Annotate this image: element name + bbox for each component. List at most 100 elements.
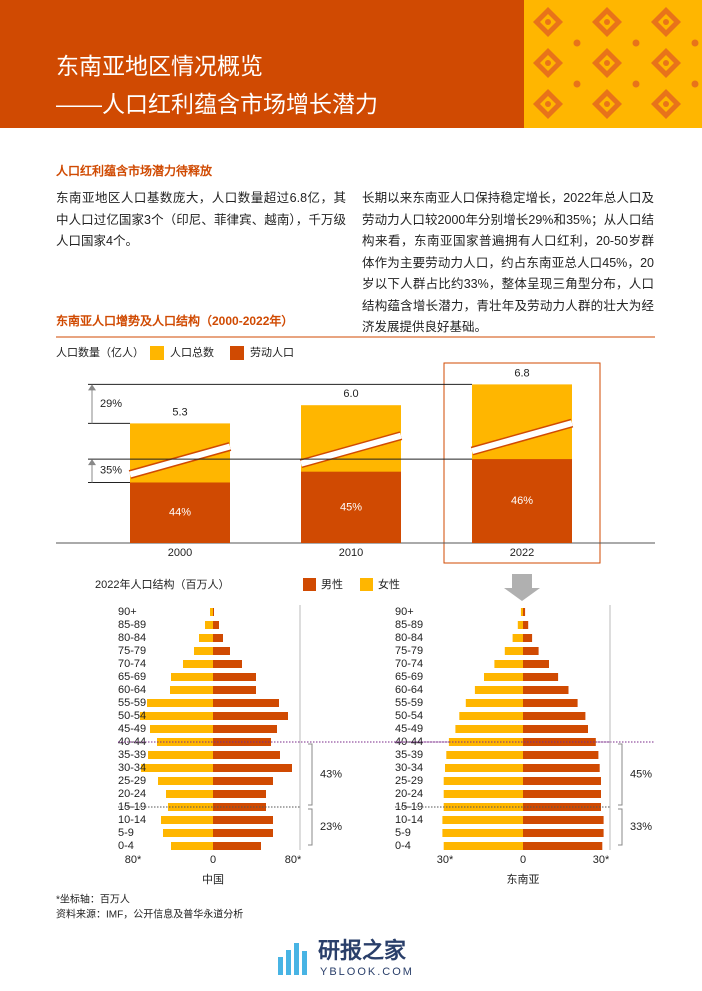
age-label: 80-84 — [395, 632, 423, 644]
age-label: 60-64 — [118, 684, 146, 696]
age-label: 5-9 — [395, 827, 411, 839]
watermark-url: YBLOOK.COM — [320, 966, 414, 978]
bar-male — [523, 686, 569, 694]
age-label: 0-4 — [118, 840, 134, 852]
header-band — [0, 0, 524, 128]
subtitle: ——人口红利蕴含市场增长潜力 — [56, 91, 378, 117]
bar-male — [213, 686, 256, 694]
age-label: 15-19 — [118, 801, 146, 813]
x-tick-label: 30* — [437, 854, 454, 866]
age-label: 65-69 — [395, 671, 423, 683]
bar-male — [523, 816, 604, 824]
bar-female — [150, 725, 213, 733]
pyramid-title: 2022年人口结构（百万人） — [95, 577, 229, 591]
age-label: 55-59 — [118, 697, 146, 709]
age-label: 50-54 — [395, 710, 423, 722]
age-label: 20-24 — [118, 788, 146, 800]
bar-male — [523, 790, 601, 798]
ornament — [573, 80, 581, 88]
bar-male — [213, 608, 214, 616]
bar-male — [523, 842, 603, 850]
bar-male — [523, 751, 599, 759]
bar-male — [213, 842, 261, 850]
bar-female — [520, 608, 523, 616]
bar-male — [523, 764, 600, 772]
value-label: 6.0 — [343, 388, 358, 400]
bar-female — [141, 764, 213, 772]
bar-female — [443, 842, 523, 850]
bracket-label: 33% — [630, 821, 652, 833]
bar-female — [494, 660, 523, 668]
bar-male — [523, 725, 588, 733]
bar-male — [213, 725, 277, 733]
x-tick-label: 0 — [520, 854, 526, 866]
bar-female — [170, 686, 213, 694]
bracket — [618, 743, 623, 806]
note: *坐标轴：百万人 — [56, 893, 130, 906]
x-tick-label: 0 — [210, 854, 216, 866]
age-label: 25-29 — [395, 775, 423, 787]
x-tick-label: 80* — [285, 854, 302, 866]
age-label: 65-69 — [118, 671, 146, 683]
ornament — [632, 80, 640, 88]
bar-female — [446, 751, 523, 759]
bar-male — [213, 790, 266, 798]
bar-female — [512, 634, 523, 642]
axis-break — [471, 420, 573, 454]
bar-female — [210, 608, 213, 616]
bar-male — [523, 777, 601, 785]
bar-male — [213, 699, 279, 707]
watermark-name: 研报之家 — [318, 938, 407, 963]
chart-heading: 东南亚人口增势及人口结构（2000-2022年） — [56, 313, 293, 328]
bar-female — [443, 790, 523, 798]
bracket — [308, 808, 313, 846]
bar-female — [465, 699, 523, 707]
paragraph: 东南亚地区人口基数庞大，人口数量超过6.8亿，其中人口过亿国家3个（印尼、菲律宾… — [56, 191, 346, 248]
highlight-box — [443, 362, 601, 564]
age-label: 10-14 — [395, 814, 423, 826]
bar-male — [213, 751, 280, 759]
bar-female — [171, 842, 213, 850]
age-label: 15-19 — [395, 801, 423, 813]
title: 东南亚地区情况概览 — [56, 53, 263, 79]
bar-male — [523, 673, 559, 681]
ornament — [604, 19, 610, 25]
bar-male — [523, 699, 578, 707]
x-tick-label: 2010 — [339, 547, 363, 559]
bar-female — [148, 751, 213, 759]
age-label: 90+ — [395, 606, 414, 618]
ornament — [632, 39, 640, 47]
bar-female — [455, 725, 523, 733]
bar-male — [213, 777, 273, 785]
bar-female — [140, 712, 213, 720]
ornament — [663, 101, 669, 107]
ornament — [604, 60, 610, 66]
bar-female — [166, 790, 213, 798]
y-label: 人口数量（亿人） — [56, 346, 144, 359]
age-label: 35-39 — [395, 749, 423, 761]
bar-male — [213, 621, 219, 629]
bar-male — [523, 634, 533, 642]
age-label: 90+ — [118, 606, 137, 618]
note: 资料来源：IMF，公开信息及普华永道分析 — [56, 908, 243, 921]
age-label: 70-74 — [395, 658, 423, 670]
legend-swatch — [230, 346, 244, 360]
bar-female — [199, 634, 213, 642]
age-label: 40-44 — [395, 736, 423, 748]
watermark-logo — [278, 943, 307, 975]
age-label: 45-49 — [395, 723, 423, 735]
bar-male — [213, 712, 288, 720]
bar-male — [213, 829, 273, 837]
bracket — [618, 808, 623, 846]
bar-male — [523, 803, 601, 811]
ornament — [545, 60, 551, 66]
bar-male — [523, 608, 526, 616]
bar-female — [474, 686, 523, 694]
bar-female — [504, 647, 523, 655]
growth-label: 29% — [100, 398, 122, 410]
ornament — [691, 80, 699, 88]
bar-male — [523, 647, 539, 655]
age-label: 80-84 — [118, 632, 146, 644]
age-label: 0-4 — [395, 840, 411, 852]
